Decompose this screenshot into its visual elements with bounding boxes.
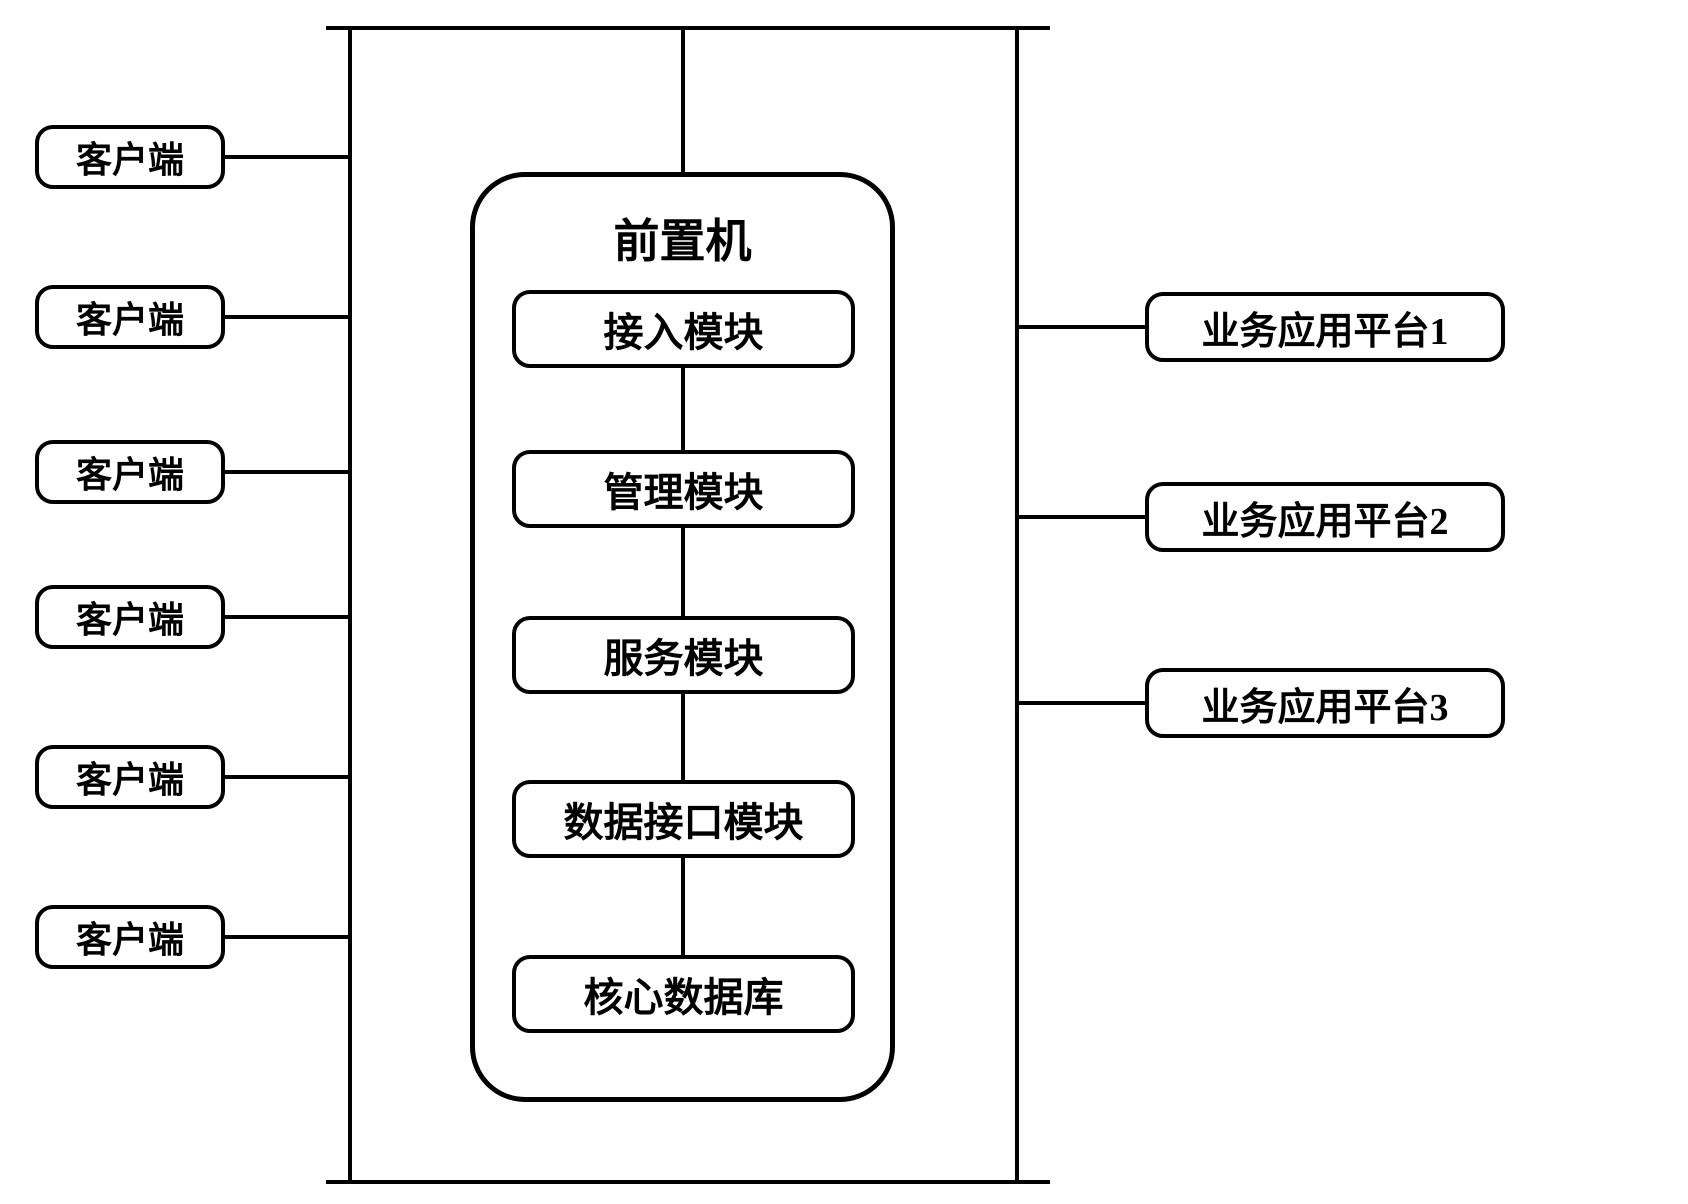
client-box-1: 客户端 bbox=[35, 125, 225, 189]
client-box-2: 客户端 bbox=[35, 285, 225, 349]
client-label: 客户端 bbox=[76, 591, 184, 643]
module-connector-2-3 bbox=[681, 528, 685, 618]
client-box-3: 客户端 bbox=[35, 440, 225, 504]
module-label: 核心数据库 bbox=[584, 965, 784, 1023]
client-connector-1 bbox=[225, 155, 350, 159]
module-management: 管理模块 bbox=[512, 450, 855, 528]
module-label: 服务模块 bbox=[604, 626, 764, 684]
bottom-bus-line bbox=[326, 1180, 1050, 1184]
client-box-4: 客户端 bbox=[35, 585, 225, 649]
platform-label: 业务应用平台1 bbox=[1201, 300, 1448, 355]
platform-label: 业务应用平台3 bbox=[1201, 676, 1448, 731]
client-label: 客户端 bbox=[76, 446, 184, 498]
client-box-6: 客户端 bbox=[35, 905, 225, 969]
module-core-db: 核心数据库 bbox=[512, 955, 855, 1033]
platform-connector-1 bbox=[1017, 325, 1147, 329]
module-data-interface: 数据接口模块 bbox=[512, 780, 855, 858]
platform-box-1: 业务应用平台1 bbox=[1145, 292, 1505, 362]
central-title: 前置机 bbox=[470, 205, 895, 271]
client-connector-5 bbox=[225, 775, 350, 779]
client-connector-3 bbox=[225, 470, 350, 474]
top-bus-line bbox=[326, 26, 1050, 30]
left-bus bbox=[348, 26, 352, 1184]
module-connector-1-2 bbox=[681, 368, 685, 452]
platform-label: 业务应用平台2 bbox=[1201, 490, 1448, 545]
central-top-connector bbox=[681, 28, 685, 176]
client-connector-4 bbox=[225, 615, 350, 619]
client-connector-2 bbox=[225, 315, 350, 319]
right-bus bbox=[1015, 26, 1019, 1184]
platform-connector-3 bbox=[1017, 701, 1147, 705]
platform-box-2: 业务应用平台2 bbox=[1145, 482, 1505, 552]
client-label: 客户端 bbox=[76, 751, 184, 803]
platform-box-3: 业务应用平台3 bbox=[1145, 668, 1505, 738]
module-label: 接入模块 bbox=[604, 300, 764, 358]
client-box-5: 客户端 bbox=[35, 745, 225, 809]
module-label: 管理模块 bbox=[604, 460, 764, 518]
module-access: 接入模块 bbox=[512, 290, 855, 368]
module-service: 服务模块 bbox=[512, 616, 855, 694]
module-connector-4-5 bbox=[681, 858, 685, 957]
client-label: 客户端 bbox=[76, 911, 184, 963]
client-label: 客户端 bbox=[76, 131, 184, 183]
module-connector-3-4 bbox=[681, 694, 685, 782]
client-connector-6 bbox=[225, 935, 350, 939]
module-label: 数据接口模块 bbox=[564, 790, 804, 848]
platform-connector-2 bbox=[1017, 515, 1147, 519]
client-label: 客户端 bbox=[76, 291, 184, 343]
